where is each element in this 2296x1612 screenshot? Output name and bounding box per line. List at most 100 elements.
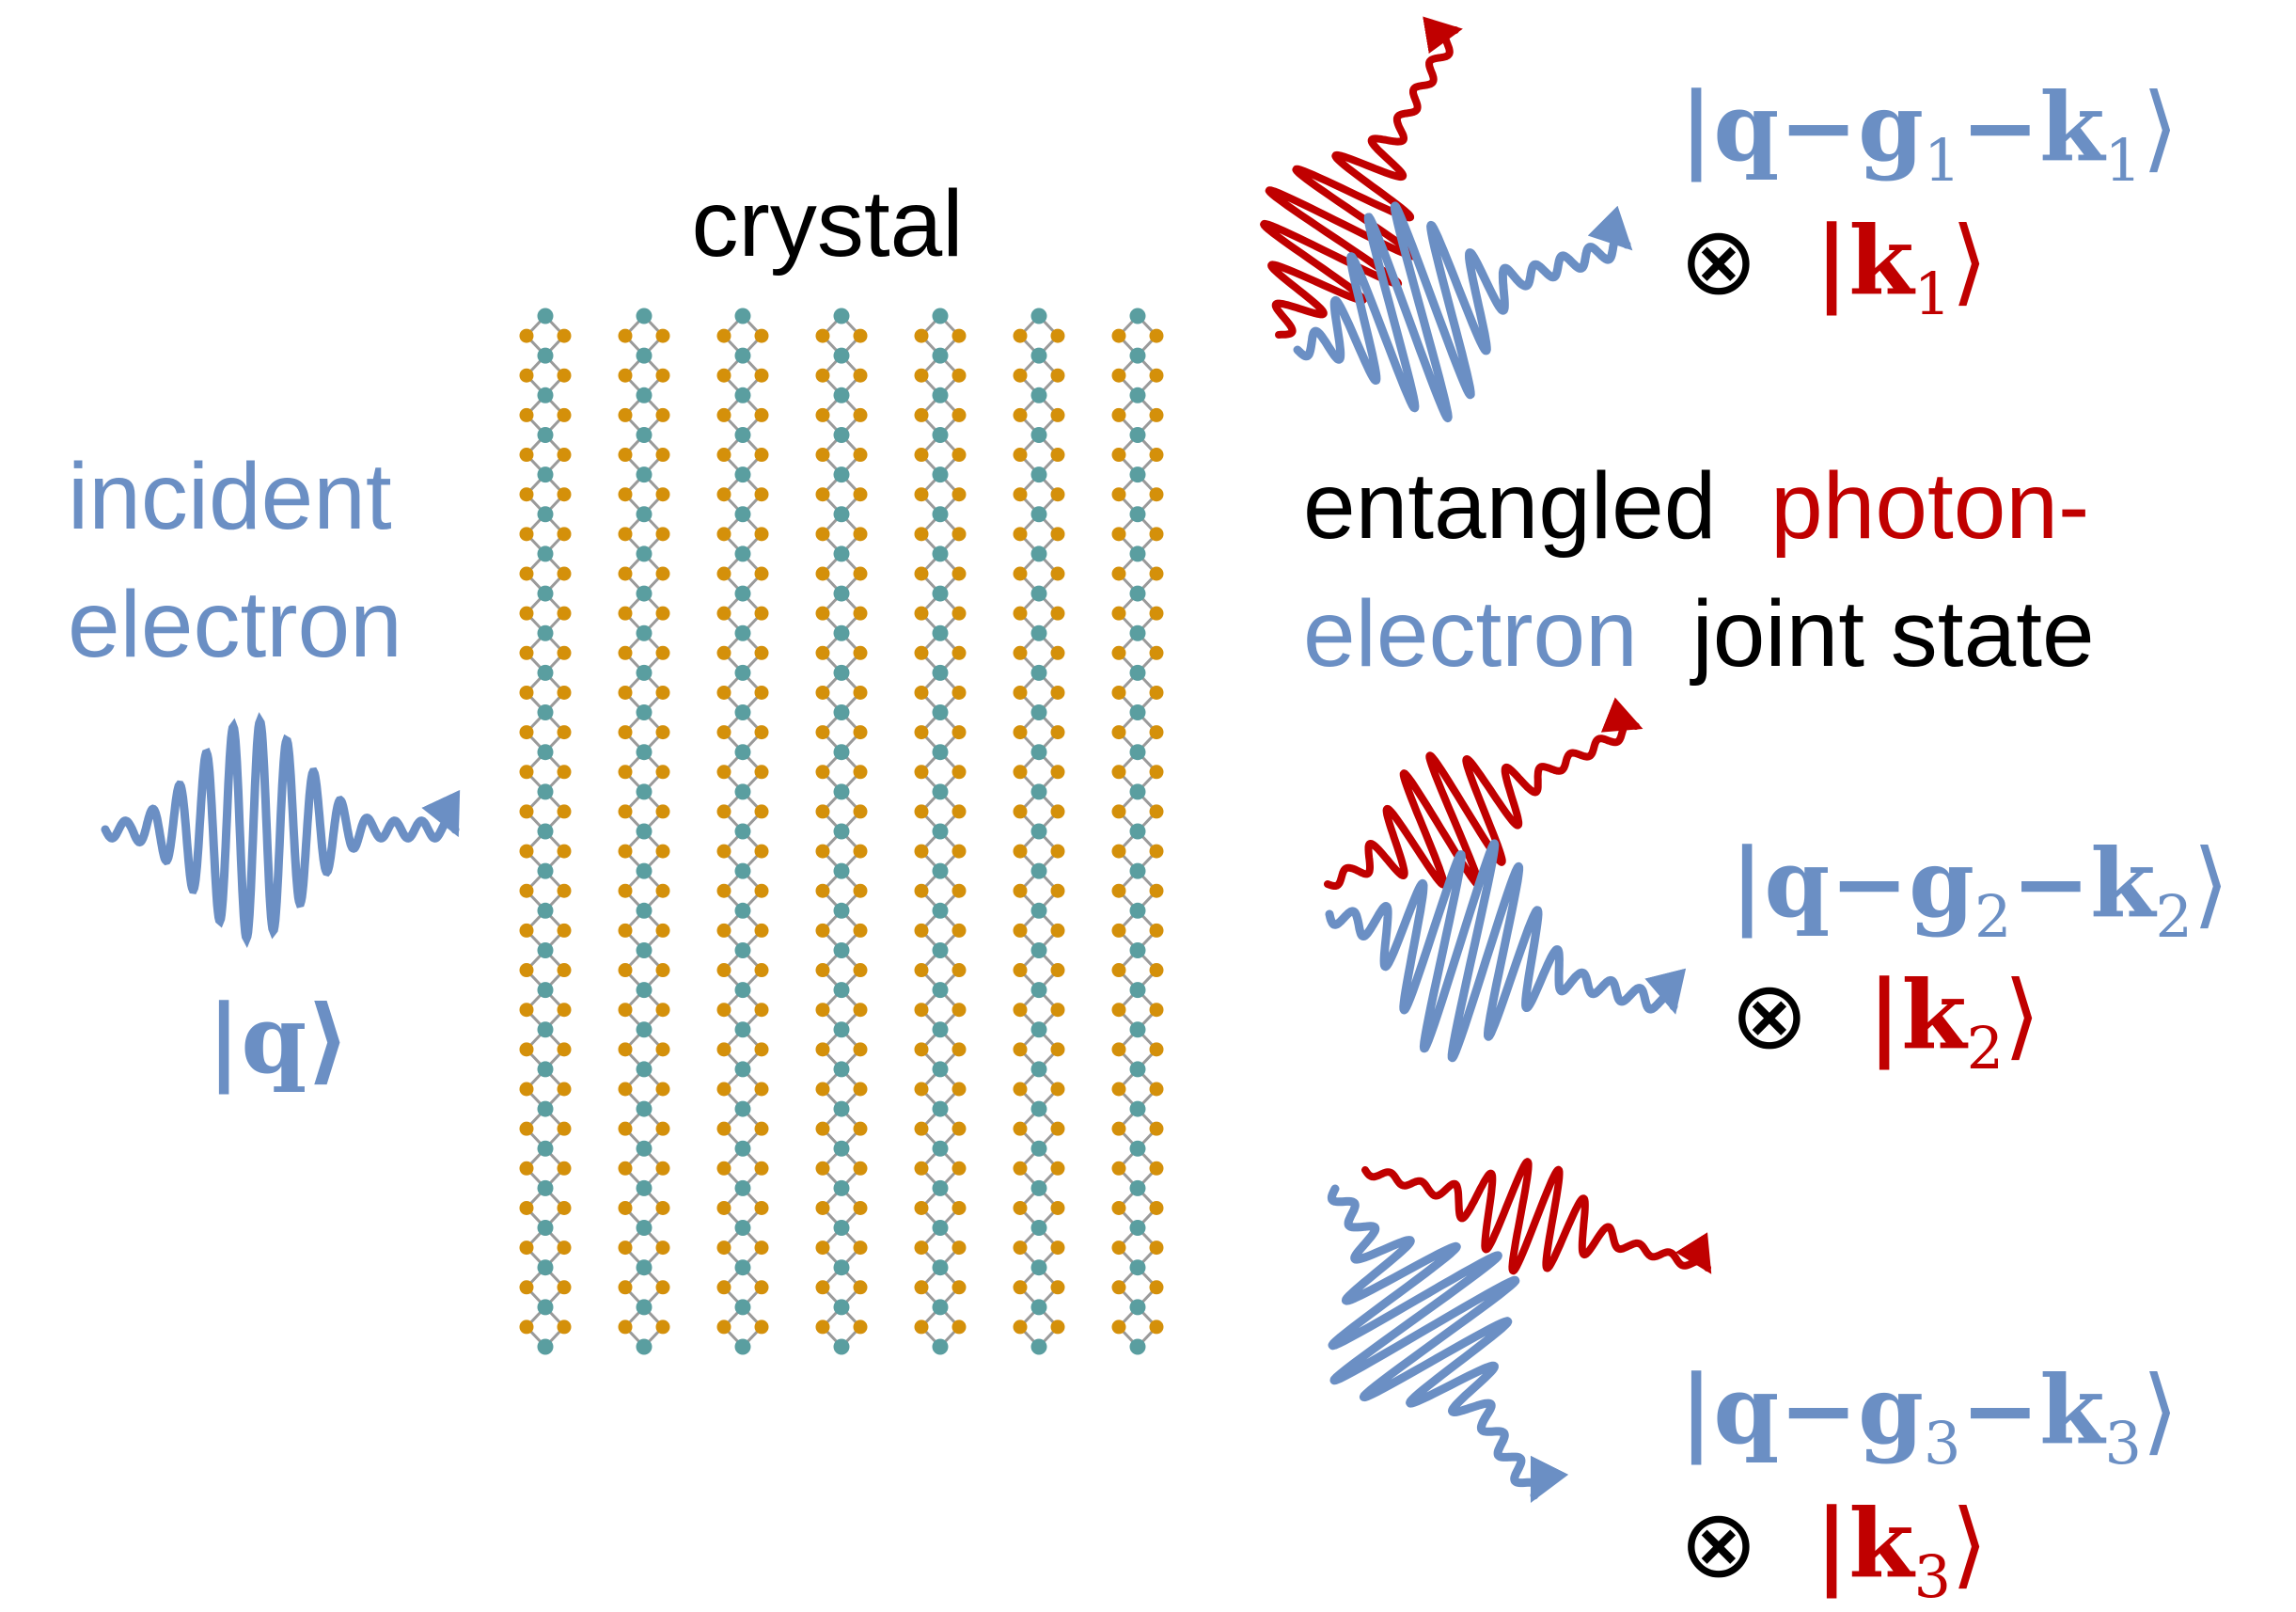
chalcogen-atom — [1013, 527, 1028, 542]
metal-atom — [734, 1140, 751, 1157]
chalcogen-atom — [853, 1280, 868, 1295]
chalcogen-atom — [655, 725, 670, 740]
chalcogen-atom — [618, 368, 633, 383]
metal-atom — [636, 902, 653, 919]
chalcogen-atom — [1050, 487, 1065, 502]
chalcogen-atom — [519, 328, 534, 343]
electron-ket-3-sub2: 3 — [2105, 1409, 2142, 1478]
metal-atom — [1030, 704, 1047, 721]
metal-atom — [932, 862, 949, 879]
chalcogen-atom — [1149, 883, 1164, 898]
chalcogen-atom — [1013, 1320, 1028, 1335]
chalcogen-atom — [519, 963, 534, 978]
chalcogen-atom — [1111, 923, 1126, 938]
chalcogen-atom — [815, 606, 830, 621]
metal-atom — [1030, 982, 1047, 999]
chalcogen-atom — [655, 1241, 670, 1256]
chalcogen-atom — [557, 1121, 572, 1136]
chalcogen-atom — [519, 566, 534, 581]
chalcogen-atom — [1111, 566, 1126, 581]
metal-atom — [1030, 308, 1047, 324]
chalcogen-atom — [1050, 328, 1065, 343]
chalcogen-atom — [815, 923, 830, 938]
photon-ket-3: |k3⟩ — [1815, 1488, 1988, 1611]
chalcogen-atom — [853, 328, 868, 343]
metal-atom — [734, 1021, 751, 1038]
electron-ket-3: |q−g3−k3⟩ — [1679, 1354, 2178, 1478]
metal-atom — [1129, 1259, 1146, 1276]
metal-atom — [932, 902, 949, 919]
chalcogen-atom — [754, 448, 769, 463]
chalcogen-atom — [519, 527, 534, 542]
lattice-column — [716, 308, 769, 1355]
metal-atom — [734, 862, 751, 879]
chalcogen-atom — [1050, 407, 1065, 422]
chalcogen-atom — [1149, 1200, 1164, 1215]
metal-atom — [734, 426, 751, 443]
chalcogen-atom — [1111, 407, 1126, 422]
chalcogen-atom — [914, 1121, 929, 1136]
metal-atom — [636, 1100, 653, 1117]
chalcogen-atom — [1050, 527, 1065, 542]
chalcogen-atom — [655, 328, 670, 343]
chalcogen-atom — [1050, 765, 1065, 780]
chalcogen-atom — [914, 606, 929, 621]
metal-atom — [932, 664, 949, 681]
chalcogen-atom — [853, 368, 868, 383]
chalcogen-atom — [914, 527, 929, 542]
chalcogen-atom — [815, 1200, 830, 1215]
chalcogen-atom — [815, 1042, 830, 1057]
chalcogen-atom — [853, 725, 868, 740]
chalcogen-atom — [1050, 963, 1065, 978]
metal-atom — [734, 982, 751, 999]
chalcogen-atom — [1149, 1161, 1164, 1176]
chalcogen-atom — [557, 527, 572, 542]
chalcogen-atom — [655, 527, 670, 542]
chalcogen-atom — [1149, 328, 1164, 343]
chalcogen-atom — [754, 606, 769, 621]
metal-atom — [636, 982, 653, 999]
chalcogen-atom — [815, 328, 830, 343]
chalcogen-atom — [557, 1200, 572, 1215]
chalcogen-atom — [754, 407, 769, 422]
chalcogen-atom — [618, 804, 633, 819]
chalcogen-atom — [853, 1003, 868, 1018]
chalcogen-atom — [618, 1042, 633, 1057]
electron-ket-1-pre: |q−g — [1679, 71, 1924, 182]
chalcogen-atom — [951, 448, 967, 463]
chalcogen-atom — [1013, 685, 1028, 700]
chalcogen-atom — [815, 725, 830, 740]
chalcogen-atom — [853, 1082, 868, 1097]
chalcogen-atom — [519, 1003, 534, 1018]
chalcogen-atom — [716, 1280, 731, 1295]
chalcogen-atom — [951, 1003, 967, 1018]
chalcogen-atom — [1149, 844, 1164, 859]
photon-ket-3-pre: |k — [1815, 1488, 1915, 1599]
chalcogen-atom — [1111, 804, 1126, 819]
chalcogen-atom — [1050, 606, 1065, 621]
chalcogen-atom — [914, 883, 929, 898]
chalcogen-atom — [951, 844, 967, 859]
chalcogen-atom — [754, 844, 769, 859]
chalcogen-atom — [557, 1280, 572, 1295]
metal-atom — [537, 823, 554, 840]
photon-wave-3 — [1361, 1158, 1712, 1275]
photon-word: photon- — [1770, 453, 2089, 559]
chalcogen-atom — [1013, 328, 1028, 343]
chalcogen-atom — [951, 765, 967, 780]
chalcogen-atom — [716, 883, 731, 898]
metal-atom — [932, 1220, 949, 1237]
metal-atom — [932, 1061, 949, 1078]
chalcogen-atom — [1111, 685, 1126, 700]
metal-atom — [1129, 902, 1146, 919]
metal-atom — [833, 624, 850, 641]
metal-atom — [1030, 1179, 1047, 1196]
chalcogen-atom — [1111, 1200, 1126, 1215]
chalcogen-atom — [914, 1200, 929, 1215]
outgoing-wavepackets — [1260, 16, 1712, 1504]
metal-atom — [1030, 387, 1047, 403]
metal-atom — [833, 1140, 850, 1157]
photon-ket-1: |k1⟩ — [1815, 205, 1988, 328]
chalcogen-atom — [754, 527, 769, 542]
chalcogen-atom — [1111, 1121, 1126, 1136]
